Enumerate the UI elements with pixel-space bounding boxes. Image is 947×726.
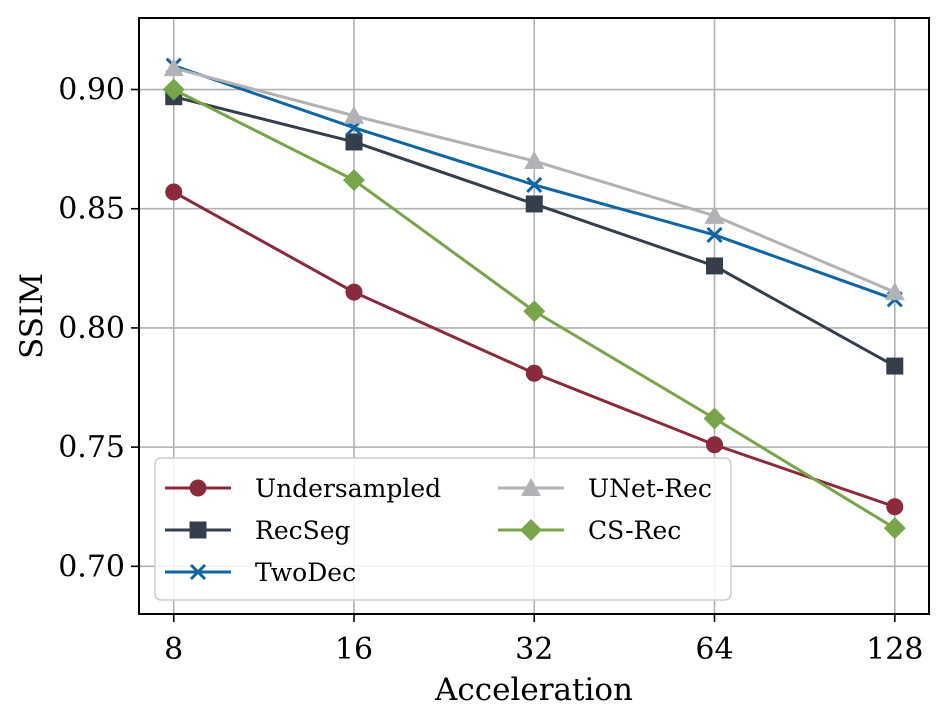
y-tick-label: 0.70 (58, 549, 125, 584)
y-tick-label: 0.85 (58, 192, 125, 227)
series-layer (162, 57, 906, 540)
data-point-recseg (706, 257, 724, 275)
data-point-twodec (706, 226, 723, 244)
x-tick-label: 8 (164, 632, 183, 667)
legend-item-undersampled: Undersampled (165, 474, 441, 503)
x-tick-label: 32 (515, 632, 553, 667)
legend-marker (520, 519, 542, 541)
data-point-recseg (345, 133, 363, 151)
legend-label: RecSeg (255, 516, 351, 545)
data-point-undersampled (165, 183, 183, 201)
data-point-cs-rec (342, 169, 365, 192)
legend-label: CS-Rec (588, 516, 681, 545)
data-point-recseg (525, 195, 543, 213)
series-cs-rec (162, 78, 906, 540)
x-tick-label: 16 (335, 632, 373, 667)
legend: Undersampled RecSeg TwoDec UNet-Rec CS-Rec (154, 457, 732, 601)
data-point-undersampled (706, 436, 724, 454)
data-point-undersampled (525, 364, 543, 382)
data-point-twodec (526, 176, 543, 193)
legend-item-unet-rec: UNet-Rec (498, 474, 712, 503)
legend-label: Undersampled (255, 474, 441, 503)
data-point-cs-rec (703, 407, 726, 430)
legend-marker (189, 521, 207, 539)
legend-box (154, 457, 732, 601)
y-tick-label: 0.90 (58, 73, 125, 108)
legend-label: TwoDec (255, 558, 356, 587)
data-point-unet-rec (524, 151, 545, 170)
tick-layer: 8 16 32 64 128 0.70 0.75 0.80 0.85 0.90 (58, 73, 923, 667)
x-tick-label: 64 (695, 632, 733, 667)
legend-item-recseg: RecSeg (165, 516, 351, 545)
legend-marker (521, 478, 541, 496)
data-point-cs-rec (883, 517, 906, 540)
y-tick-label: 0.75 (58, 430, 125, 465)
legend-marker (189, 479, 207, 497)
y-axis-title: SSIM (14, 273, 50, 359)
legend-item-cs-rec: CS-Rec (498, 516, 681, 545)
x-tick-label: 128 (866, 632, 923, 667)
y-tick-label: 0.80 (58, 311, 125, 346)
data-point-recseg (886, 357, 904, 375)
series-unet-rec (163, 58, 905, 301)
legend-marker (189, 563, 207, 581)
data-point-unet-rec (704, 205, 725, 224)
legend-label: UNet-Rec (588, 474, 712, 503)
data-point-unet-rec (163, 58, 184, 77)
data-point-undersampled (886, 498, 904, 516)
data-point-cs-rec (523, 300, 546, 323)
series-undersampled (165, 183, 904, 516)
data-point-unet-rec (884, 282, 905, 301)
data-point-undersampled (345, 283, 363, 301)
data-point-unet-rec (343, 105, 364, 124)
data-point-cs-rec (162, 78, 185, 101)
series-recseg (165, 88, 904, 375)
legend-item-twodec: TwoDec (165, 558, 356, 587)
x-axis-title: Acceleration (434, 672, 633, 708)
